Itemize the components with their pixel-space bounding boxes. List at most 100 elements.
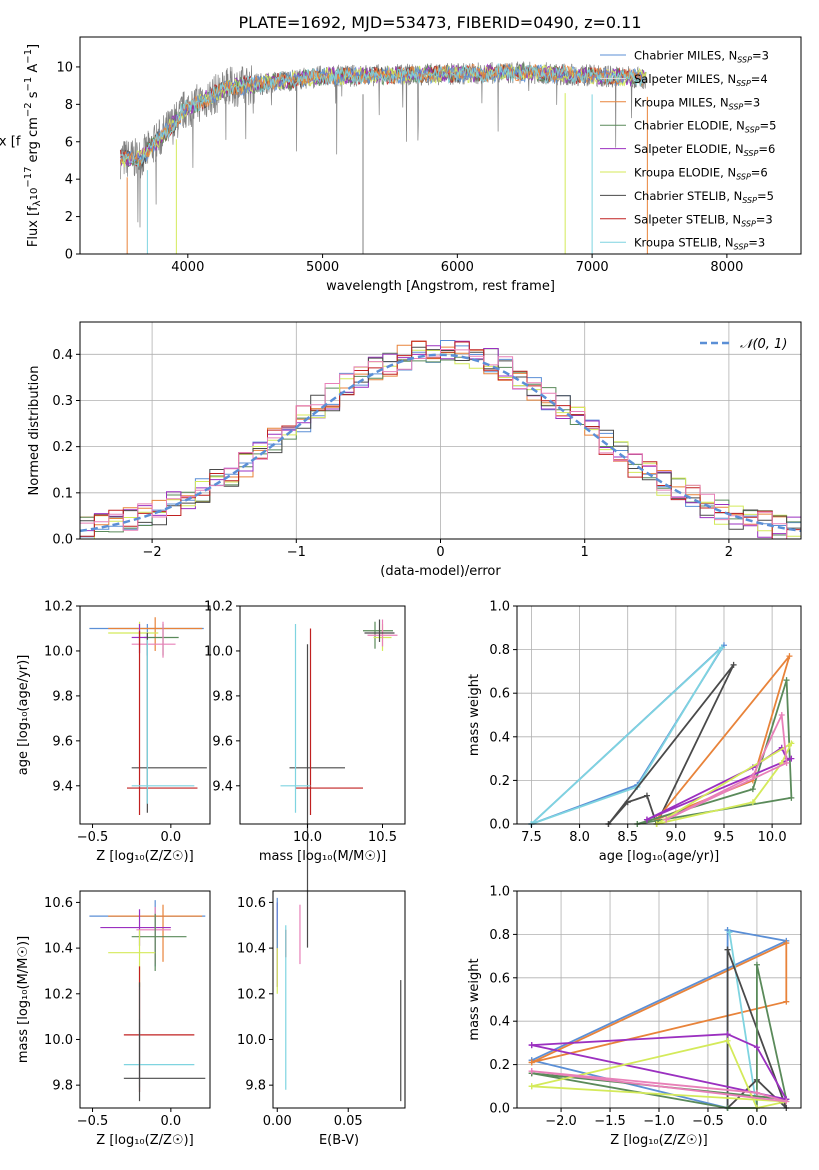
x-tick-label: 0.0: [160, 830, 181, 845]
y-tick-label: 0: [65, 248, 73, 263]
x-tick-label: −0.5: [692, 1114, 724, 1129]
y-tick-label: 0.2: [489, 774, 510, 789]
y-tick-label: 10.6: [44, 896, 73, 911]
x-axis-label: mass [log₁₀(M/M☉)]: [259, 849, 386, 864]
x-tick-label: 0: [436, 545, 444, 560]
errorbar-plot: [280, 619, 398, 948]
x-tick-label: 0.00: [263, 1114, 292, 1129]
weight-marker: [783, 759, 790, 766]
y-tick-label: 0.4: [489, 1015, 510, 1030]
legend-label: Chabrier STELIB, NSSP=5: [634, 189, 774, 205]
y-tick-label: 0.2: [52, 440, 73, 455]
axes-frame: [79, 605, 211, 825]
panel-mass_vs_Z: −0.5 0.0 9.8 10.0 10.2 10.4 10.6 Z [log₁₀(Z/Z☉)…: [16, 890, 211, 1148]
x-axis-label: wavelength [Angstrom, rest frame]: [326, 279, 555, 294]
panel-weight_vs_age: 7.5 8.0 8.5 9.0 9.5 10.0 0.0 0.2 0.4 0.6 0.8 1.0 age…: [467, 600, 802, 864]
y-tick-label: 10.6: [237, 896, 266, 911]
weight-line-chabrier_stelib: [607, 664, 735, 827]
x-tick-label: −0.5: [77, 830, 109, 845]
weight-plot: [528, 642, 795, 827]
panel-residuals: −2 −1 0 1 2 0.0 0.1 0.2 0.3 0.4 (data-model)/error…: [27, 321, 802, 579]
errorbar-plot: [89, 617, 207, 816]
y-axis-label: mass weight: [467, 958, 482, 1040]
weight-line-pink: [531, 1070, 787, 1103]
x-axis-label: Z [log₁₀(Z/Z☉)]: [96, 1133, 193, 1148]
y-tick-label: 2: [65, 210, 73, 225]
weight-marker: [783, 998, 790, 1005]
weight-marker: [624, 799, 631, 806]
y-tick-label: 9.8: [52, 1079, 73, 1094]
x-axis-label: E(B-V): [319, 1133, 359, 1148]
x-tick-label: −1.0: [643, 1114, 675, 1129]
legend-label: Chabrier MILES, NSSP=3: [634, 49, 769, 65]
model-spectrum-kroupa_stelib: [120, 63, 647, 168]
y-axis-label: mass [log₁₀(M/M☉)]: [16, 936, 31, 1063]
y-tick-label: 0.6: [489, 687, 510, 702]
legend-label: Kroupa STELIB, NSSP=3: [634, 236, 765, 252]
y-tick-label: 0.0: [489, 818, 510, 833]
weight-line-chabrier_elodie: [637, 679, 793, 825]
y-tick-label: 10.2: [44, 987, 73, 1002]
x-tick-label: 10.0: [293, 830, 322, 845]
x-tick-label: 10.5: [368, 830, 397, 845]
y-tick-label: 10.0: [204, 644, 233, 659]
y-tick-label: 10.4: [44, 942, 73, 957]
x-tick-label: 1: [581, 545, 589, 560]
y-tick-label: 0.1: [52, 486, 73, 501]
panel-spectrum: 4000 5000 6000 7000 8000 0 2 4 6 8 10 wavelength [A…: [0, 36, 802, 294]
legend-label-normal: 𝒩(0, 1): [740, 337, 787, 352]
figure-title: PLATE=1692, MJD=53473, FIBERID=0490, z=0…: [238, 13, 641, 32]
legend-label: Salpeter STELIB, NSSP=3: [634, 212, 773, 228]
y-tick-label: 0.0: [52, 533, 73, 548]
axes-frame: [516, 605, 802, 825]
x-tick-label: 7000: [576, 260, 609, 275]
panel-age_vs_mass: 10.0 10.5 9.4 9.6 9.8 10.0 10.2 mass [log₁₀(M/M…: [204, 600, 406, 948]
x-tick-label: −2.0: [545, 1114, 577, 1129]
x-tick-label: −1: [287, 545, 306, 560]
weight-marker: [749, 773, 756, 780]
weight-marker: [788, 794, 795, 801]
y-tick-label: 10.2: [237, 987, 266, 1002]
weight-marker: [753, 961, 760, 968]
normal-distribution-curve: [80, 353, 801, 533]
legend-label: Chabrier ELODIE, NSSP=5: [634, 119, 776, 135]
panel-weight_vs_Z: −2.0 −1.5 −1.0 −0.5 0.0 0.0 0.2 0.4 0.6 0.8 1.0 Z […: [467, 885, 802, 1148]
weight-marker: [663, 816, 670, 823]
y-tick-label: 0.4: [52, 348, 73, 363]
x-tick-label: 0.0: [747, 1114, 768, 1129]
weight-marker: [778, 712, 785, 718]
x-tick-label: 7.5: [521, 830, 542, 845]
x-tick-label: 8000: [710, 260, 743, 275]
x-tick-label: 6000: [441, 260, 474, 275]
x-tick-label: 8.0: [569, 830, 590, 845]
y-tick-label: 10.2: [204, 600, 233, 615]
panel-mass_vs_ebv: 0.00 0.05 9.8 10.0 10.2 10.4 10.6 E(B-V): [237, 890, 406, 1148]
x-tick-label: −0.5: [77, 1114, 109, 1129]
y-tick-label: 10.4: [237, 942, 266, 957]
errorbar-plot: [276, 897, 402, 1102]
y-tick-label: 9.4: [52, 779, 73, 794]
y-tick-label: 10.0: [44, 1033, 73, 1048]
y-axis-label: Flux [f: [0, 135, 21, 150]
weight-marker: [528, 1059, 535, 1066]
y-axis-label: Flux [fλ10−17 erg cm−2 s−1 A−1]: [23, 44, 43, 247]
weight-marker: [724, 1031, 731, 1038]
y-tick-label: 1.0: [489, 600, 510, 615]
weight-marker: [643, 816, 650, 823]
axes-frame: [272, 890, 406, 1109]
weight-marker: [643, 792, 650, 799]
x-tick-label: 10.0: [758, 830, 787, 845]
y-tick-label: 0.8: [489, 643, 510, 658]
x-axis-label: Z [log₁₀(Z/Z☉)]: [96, 849, 193, 864]
y-tick-label: 0.3: [52, 394, 73, 409]
y-tick-label: 10.0: [44, 644, 73, 659]
weight-marker: [749, 799, 756, 806]
y-tick-label: 9.8: [52, 689, 73, 704]
weight-marker: [724, 946, 731, 953]
y-axis-label: mass weight: [467, 674, 482, 756]
y-tick-label: 4: [65, 173, 73, 188]
weight-line-kroupa_miles: [531, 941, 788, 1064]
y-tick-label: 9.8: [245, 1079, 266, 1094]
y-tick-label: 0.0: [489, 1102, 510, 1117]
